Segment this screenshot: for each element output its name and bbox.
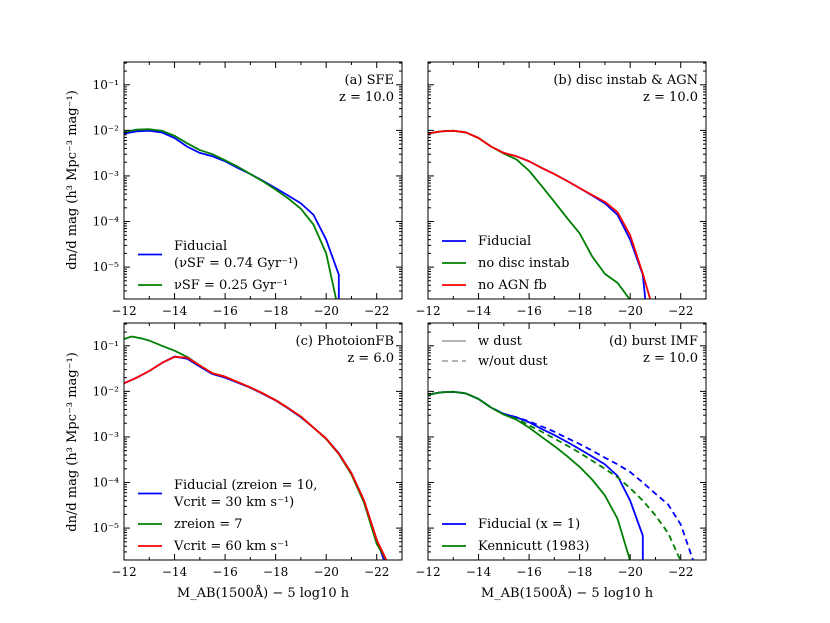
- legend-label: νSF = 0.25 Gyr⁻¹: [174, 278, 288, 293]
- series-line-a-0: [124, 129, 340, 299]
- legend-label: Vcrit = 60 km s⁻¹: [173, 539, 289, 554]
- y-tick-label: 10⁻²: [93, 384, 120, 398]
- x-tick-label: −14: [466, 304, 492, 318]
- x-tick-label: −20: [314, 304, 339, 318]
- panel-title: z = 10.0: [643, 90, 698, 105]
- legend-label: Fiducial: [478, 234, 531, 249]
- series-line-d-0: [428, 390, 644, 560]
- panel-title: (a) SFE: [345, 73, 394, 88]
- series-line-c-0: [124, 355, 385, 560]
- x-tick-label: −20: [618, 565, 643, 579]
- x-tick-label: −22: [668, 304, 693, 318]
- legend-label: no AGN fb: [478, 278, 547, 293]
- series-line-d-1: [428, 390, 631, 560]
- x-tick-label: −20: [618, 304, 643, 318]
- x-tick-label: −22: [364, 565, 389, 579]
- x-tick-label: −18: [263, 304, 288, 318]
- legend-label: Fiducial: [174, 239, 227, 254]
- x-axis-label: M_AB(1500Å) − 5 log10 h: [177, 585, 350, 601]
- x-tick-label: −12: [111, 565, 136, 579]
- style-legend-label: w/out dust: [478, 354, 548, 369]
- series-line-c-1: [124, 335, 388, 560]
- y-tick-label: 10⁻⁵: [93, 260, 120, 274]
- panel-title: (c) PhotoionFB: [296, 334, 394, 349]
- x-tick-label: −22: [668, 565, 693, 579]
- series-line-a-1: [124, 128, 338, 299]
- legend-label: Fiducial (zreion = 10,: [174, 478, 317, 493]
- y-tick-label: 10⁻³: [93, 169, 120, 183]
- legend-label: Vcrit = 30 km s⁻¹): [173, 495, 294, 510]
- legend-label: (νSF = 0.74 Gyr⁻¹): [174, 256, 298, 271]
- y-axis-label: dn/d mag (h³ Mpc⁻³ mag⁻¹): [65, 90, 80, 270]
- legend-label: zreion = 7: [174, 517, 243, 532]
- x-tick-label: −12: [415, 304, 440, 318]
- x-tick-label: −16: [212, 565, 237, 579]
- panel-title: (b) disc instab & AGN: [553, 73, 698, 88]
- x-tick-label: −12: [415, 565, 440, 579]
- x-tick-label: −16: [212, 304, 237, 318]
- y-tick-label: 10⁻³: [93, 430, 120, 444]
- panel-b: −12 −14 −16 −18 −20 −22 (b) disc instab & AGN z…: [415, 61, 707, 318]
- series-line-b-2: [428, 129, 652, 299]
- x-tick-label: −22: [364, 304, 389, 318]
- panel-title: z = 6.0: [347, 351, 394, 366]
- series-line-c-2: [124, 356, 388, 560]
- panel-title: (d) burst IMF: [609, 334, 698, 349]
- panel-c: −12 −14 −16 −18 −20 −22 10⁻¹ 10⁻² 10⁻³ 10⁻⁴ 10⁻⁵ (c…: [93, 322, 403, 579]
- x-tick-label: −16: [516, 565, 541, 579]
- panel-title: z = 10.0: [339, 90, 394, 105]
- x-tick-label: −16: [516, 304, 541, 318]
- x-tick-label: −12: [111, 304, 136, 318]
- series-line-b-1: [428, 129, 631, 299]
- x-tick-label: −20: [314, 565, 339, 579]
- x-axis-label: M_AB(1500Å) − 5 log10 h: [481, 585, 654, 601]
- legend-label: Kennicutt (1983): [478, 539, 589, 554]
- style-legend-label: w dust: [478, 334, 523, 349]
- y-tick-label: 10⁻⁴: [93, 215, 120, 229]
- x-tick-label: −18: [567, 565, 592, 579]
- x-tick-label: −18: [567, 304, 592, 318]
- y-tick-label: 10⁻²: [93, 123, 120, 137]
- y-axis-label: dn/d mag (h³ Mpc⁻³ mag⁻¹): [65, 352, 80, 532]
- y-tick-label: 10⁻⁴: [93, 476, 120, 490]
- x-tick-label: −18: [263, 565, 288, 579]
- series-line-b-0: [428, 129, 647, 299]
- panel-title: z = 10.0: [643, 351, 698, 366]
- panel-d: −12 −14 −16 −18 −20 −22 (d) burst IMF z = 10.0 w…: [415, 322, 707, 579]
- panel-a: −12 −14 −16 −18 −20 −22 10⁻¹ 10⁻² 10⁻³ 10⁻⁴ 10⁻⁵ (a…: [93, 61, 403, 318]
- series-line-d-2: [428, 390, 694, 560]
- x-tick-label: −14: [466, 565, 492, 579]
- y-tick-label: 10⁻⁵: [93, 521, 120, 535]
- series-line-d-3: [428, 390, 682, 560]
- y-tick-label: 10⁻¹: [93, 339, 119, 353]
- x-tick-label: −14: [162, 304, 188, 318]
- legend-label: no disc instab: [478, 256, 569, 271]
- legend-label: Fiducial (x = 1): [478, 517, 580, 532]
- y-tick-label: 10⁻¹: [93, 78, 119, 92]
- x-tick-label: −14: [162, 565, 188, 579]
